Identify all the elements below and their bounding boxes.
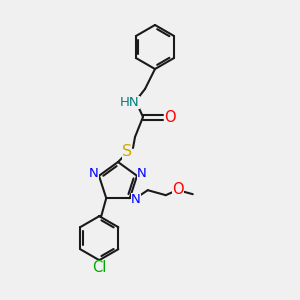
Text: Cl: Cl xyxy=(92,260,106,275)
Text: HN: HN xyxy=(120,95,140,109)
Text: O: O xyxy=(164,110,176,124)
Text: S: S xyxy=(122,145,132,160)
Text: O: O xyxy=(172,182,184,197)
Text: N: N xyxy=(131,193,141,206)
Text: N: N xyxy=(89,167,99,180)
Text: N: N xyxy=(137,167,147,180)
